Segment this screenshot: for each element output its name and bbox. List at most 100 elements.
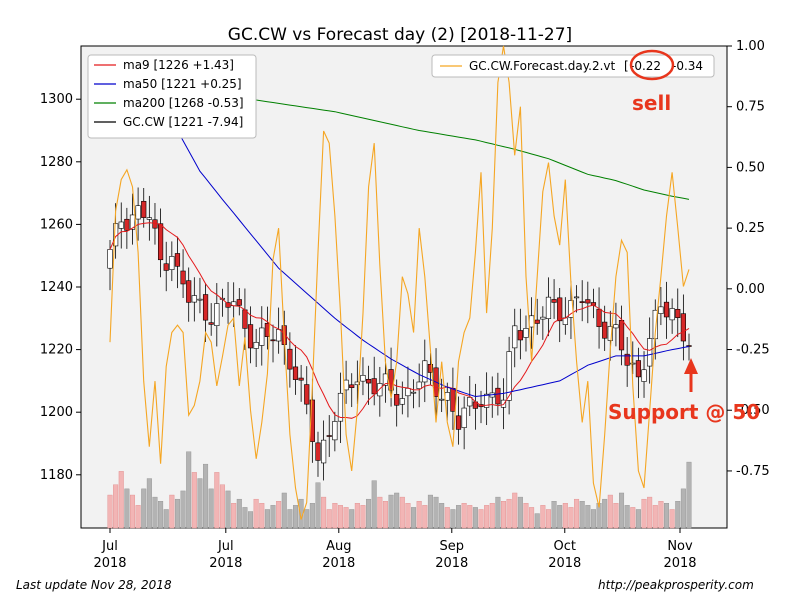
legend-forecast-label: GC.CW.Forecast.day.2.vt xyxy=(469,59,615,73)
candle-body xyxy=(427,364,434,373)
x-tick-label: Nov xyxy=(667,539,693,554)
candle-body xyxy=(377,383,383,397)
volume-bar xyxy=(259,503,265,529)
candle-body xyxy=(163,263,169,271)
volume-bar xyxy=(540,505,546,529)
right-tick-label: -0.50 xyxy=(736,403,770,418)
candle-body xyxy=(169,256,175,270)
x-tick-label-year: 2018 xyxy=(209,556,242,571)
volume-bar xyxy=(489,503,495,529)
right-tick-label: 0.50 xyxy=(736,160,765,175)
candle-body xyxy=(506,351,512,401)
volume-bar xyxy=(349,509,355,529)
volume-bar xyxy=(208,488,214,529)
volume-bar xyxy=(169,494,175,529)
volume-bar xyxy=(675,501,681,529)
candle-body xyxy=(242,309,248,329)
volume-bar xyxy=(152,496,158,529)
candle-body xyxy=(607,326,613,341)
candle-body xyxy=(287,348,293,370)
volume-bar xyxy=(551,501,557,529)
volume-bar xyxy=(276,501,282,529)
volume-bar xyxy=(248,511,254,529)
volume-bar xyxy=(427,494,433,529)
x-tick-label: Oct xyxy=(554,539,576,554)
candle-body xyxy=(174,253,181,267)
candle-body xyxy=(253,342,259,349)
candle-body xyxy=(641,369,647,382)
volume-bar xyxy=(529,507,535,529)
candle-body xyxy=(455,415,462,430)
volume-bar xyxy=(574,498,580,529)
volume-bar xyxy=(394,492,400,529)
candle-body xyxy=(259,327,265,346)
volume-bar xyxy=(377,496,383,529)
candle-body xyxy=(439,398,445,401)
candle-body xyxy=(495,387,501,405)
volume-bar xyxy=(635,509,641,529)
support-annotation: Support @ 50 xyxy=(608,400,760,424)
candle-body xyxy=(540,316,546,320)
candle-body xyxy=(416,381,422,390)
candle-body xyxy=(422,360,428,383)
x-tick-label: Jul xyxy=(217,539,234,554)
volume-bar xyxy=(180,490,186,529)
legend-right: GC.CW.Forecast.day.2.vt [ -0.22 -0.34 xyxy=(431,49,715,81)
volume-bar xyxy=(214,472,220,529)
candle-body xyxy=(292,366,299,380)
candle-body xyxy=(349,384,355,388)
volume-bar xyxy=(506,498,512,529)
candle-body xyxy=(512,325,518,349)
legend-forecast-value2: -0.34 xyxy=(672,59,703,73)
volume-bar xyxy=(174,498,180,529)
candle-body xyxy=(658,306,664,314)
candle-body xyxy=(197,298,203,301)
legend-left: ma9 [1226 +1.43] ma50 [1221 +0.25] ma200 [… xyxy=(87,54,257,139)
candle-body xyxy=(624,353,630,366)
x-tick-label-year: 2018 xyxy=(548,556,581,571)
candle-body xyxy=(585,299,591,304)
volume-bar xyxy=(242,507,248,529)
volume-bar xyxy=(360,505,366,529)
volume-bar xyxy=(619,492,625,529)
volume-bar xyxy=(545,509,551,529)
candle-body xyxy=(247,324,254,349)
candle-body xyxy=(371,378,377,395)
ma9-line xyxy=(109,222,690,419)
volume-bar xyxy=(517,496,523,529)
candle-body xyxy=(523,328,529,338)
candle-body xyxy=(573,296,580,299)
volume-bar xyxy=(219,484,225,529)
volume-bar xyxy=(416,501,422,529)
volume-bar xyxy=(163,509,169,529)
source-url-text: http://peakprosperity.com xyxy=(598,578,754,592)
candle-body xyxy=(135,205,141,220)
candle-body xyxy=(107,249,113,269)
candle-body xyxy=(399,398,405,405)
candle-body xyxy=(180,270,186,285)
volume-bar xyxy=(332,503,338,529)
candle-body xyxy=(141,200,147,218)
volume-bar xyxy=(141,488,147,529)
volume-bar xyxy=(456,505,462,529)
volume-bar xyxy=(669,509,675,529)
candle-body xyxy=(635,360,642,378)
forecast-value-circle xyxy=(629,49,675,81)
volume-bar xyxy=(399,496,405,529)
volume-bar xyxy=(444,507,450,529)
x-tick-label: Aug xyxy=(326,539,351,554)
legend-label: ma200 [1268 -0.53] xyxy=(123,96,244,110)
volume-bar xyxy=(590,509,596,529)
candle-body xyxy=(675,308,681,318)
candle-body xyxy=(602,321,608,339)
candle-body xyxy=(315,442,321,461)
left-tick-label: 1240 xyxy=(40,280,73,295)
volume-bar xyxy=(113,484,119,529)
forecast-series xyxy=(109,45,690,520)
volume-bar xyxy=(680,488,686,529)
candle-body xyxy=(337,392,344,422)
volume-bar xyxy=(293,505,299,529)
candle-body xyxy=(298,377,304,381)
candle-body xyxy=(202,294,209,321)
candle-body xyxy=(562,317,568,325)
